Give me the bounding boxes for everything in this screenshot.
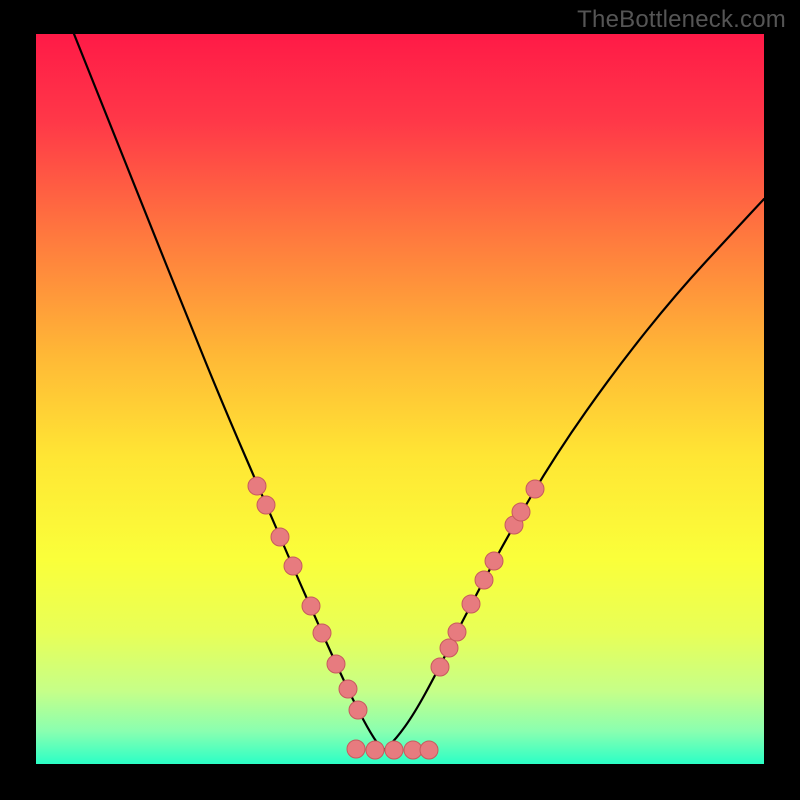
marker-point [448, 623, 466, 641]
marker-point [339, 680, 357, 698]
marker-point [512, 503, 530, 521]
marker-point [257, 496, 275, 514]
watermark-text: TheBottleneck.com [577, 6, 786, 34]
marker-point [248, 477, 266, 495]
marker-point [404, 741, 422, 759]
marker-point [302, 597, 320, 615]
plot-svg [36, 34, 764, 764]
marker-point [420, 741, 438, 759]
plot-background [36, 34, 764, 764]
marker-point [385, 741, 403, 759]
marker-point [485, 552, 503, 570]
plot-area [36, 34, 764, 764]
chart-frame: TheBottleneck.com [0, 0, 800, 800]
marker-point [349, 701, 367, 719]
marker-point [271, 528, 289, 546]
marker-point [284, 557, 302, 575]
marker-point [475, 571, 493, 589]
marker-point [366, 741, 384, 759]
marker-point [313, 624, 331, 642]
marker-point [462, 595, 480, 613]
marker-point [347, 740, 365, 758]
marker-point [327, 655, 345, 673]
marker-point [526, 480, 544, 498]
marker-point [440, 639, 458, 657]
marker-point [431, 658, 449, 676]
